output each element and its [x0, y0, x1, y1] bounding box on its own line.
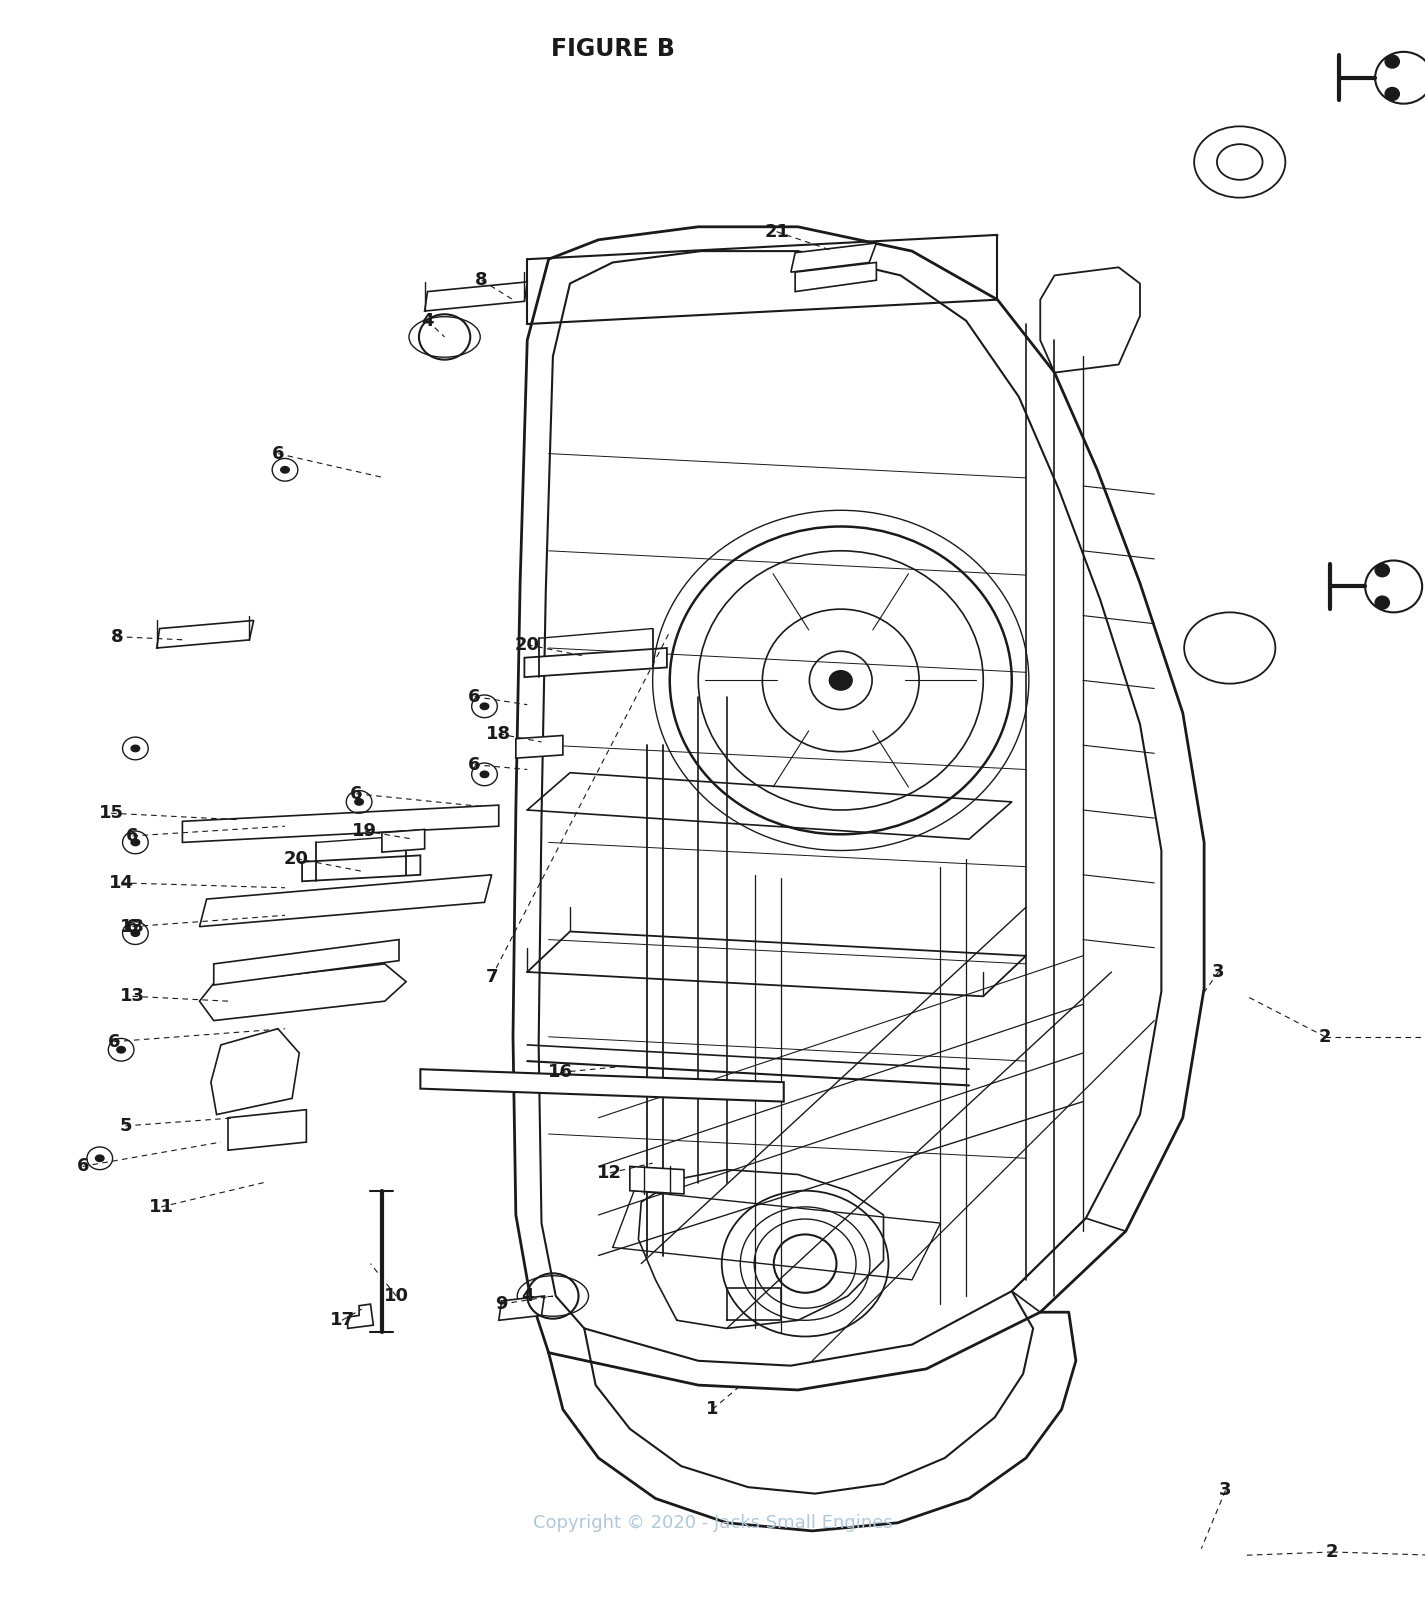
- Text: 15: 15: [98, 804, 124, 823]
- Polygon shape: [214, 940, 399, 985]
- Text: 12: 12: [597, 1163, 623, 1183]
- Polygon shape: [425, 282, 527, 311]
- Polygon shape: [795, 262, 876, 292]
- Polygon shape: [420, 1069, 784, 1102]
- Text: 6: 6: [127, 917, 138, 936]
- Polygon shape: [211, 1029, 299, 1115]
- Polygon shape: [382, 829, 425, 852]
- Polygon shape: [516, 735, 563, 758]
- Text: 20: 20: [514, 635, 540, 654]
- Text: 9: 9: [496, 1294, 507, 1314]
- Polygon shape: [200, 875, 492, 927]
- Text: 7: 7: [486, 967, 497, 987]
- Text: 4: 4: [522, 1286, 533, 1306]
- Polygon shape: [524, 648, 667, 677]
- Text: 10: 10: [383, 1286, 409, 1306]
- Text: 6: 6: [469, 687, 480, 706]
- Ellipse shape: [281, 467, 289, 473]
- Polygon shape: [302, 855, 420, 881]
- Text: 6: 6: [469, 755, 480, 774]
- Ellipse shape: [1385, 55, 1399, 68]
- Polygon shape: [182, 805, 499, 842]
- Text: 8: 8: [111, 627, 123, 646]
- Text: Copyright © 2020 - Jacks Small Engines: Copyright © 2020 - Jacks Small Engines: [533, 1513, 892, 1533]
- Text: 8: 8: [476, 271, 487, 290]
- Text: 2: 2: [1327, 1542, 1338, 1562]
- Text: 6: 6: [272, 444, 284, 463]
- Polygon shape: [200, 964, 406, 1021]
- Ellipse shape: [355, 799, 363, 805]
- Text: 6: 6: [127, 826, 138, 846]
- Ellipse shape: [829, 671, 852, 690]
- Ellipse shape: [1385, 87, 1399, 100]
- Text: 5: 5: [120, 1116, 131, 1136]
- Text: 4: 4: [422, 311, 433, 330]
- Text: 6: 6: [77, 1157, 88, 1176]
- Ellipse shape: [131, 839, 140, 846]
- Text: 2: 2: [1320, 1027, 1331, 1047]
- Text: 6: 6: [351, 784, 362, 804]
- Text: 21: 21: [764, 222, 789, 241]
- Text: 16: 16: [547, 1063, 573, 1082]
- Text: 1: 1: [707, 1400, 718, 1419]
- Text: 13: 13: [120, 987, 145, 1006]
- Polygon shape: [348, 1304, 373, 1328]
- Text: 14: 14: [108, 873, 134, 893]
- Text: 3: 3: [1213, 962, 1224, 982]
- Text: 20: 20: [284, 849, 309, 868]
- Text: 18: 18: [486, 724, 512, 744]
- Polygon shape: [228, 1110, 306, 1150]
- Polygon shape: [630, 1166, 684, 1194]
- Text: 3: 3: [1220, 1481, 1231, 1500]
- Ellipse shape: [117, 1047, 125, 1053]
- Polygon shape: [157, 620, 254, 648]
- Polygon shape: [791, 243, 876, 272]
- Text: FIGURE B: FIGURE B: [551, 37, 674, 60]
- Ellipse shape: [1375, 596, 1389, 609]
- Ellipse shape: [95, 1155, 104, 1162]
- Ellipse shape: [131, 745, 140, 752]
- Text: 13: 13: [120, 917, 145, 936]
- Text: 6: 6: [108, 1032, 120, 1051]
- Ellipse shape: [480, 703, 489, 710]
- Text: 17: 17: [329, 1311, 355, 1330]
- Ellipse shape: [1375, 564, 1389, 577]
- Ellipse shape: [480, 771, 489, 778]
- Polygon shape: [499, 1296, 544, 1320]
- Text: 19: 19: [352, 821, 378, 841]
- Text: 11: 11: [148, 1197, 174, 1217]
- Ellipse shape: [131, 930, 140, 936]
